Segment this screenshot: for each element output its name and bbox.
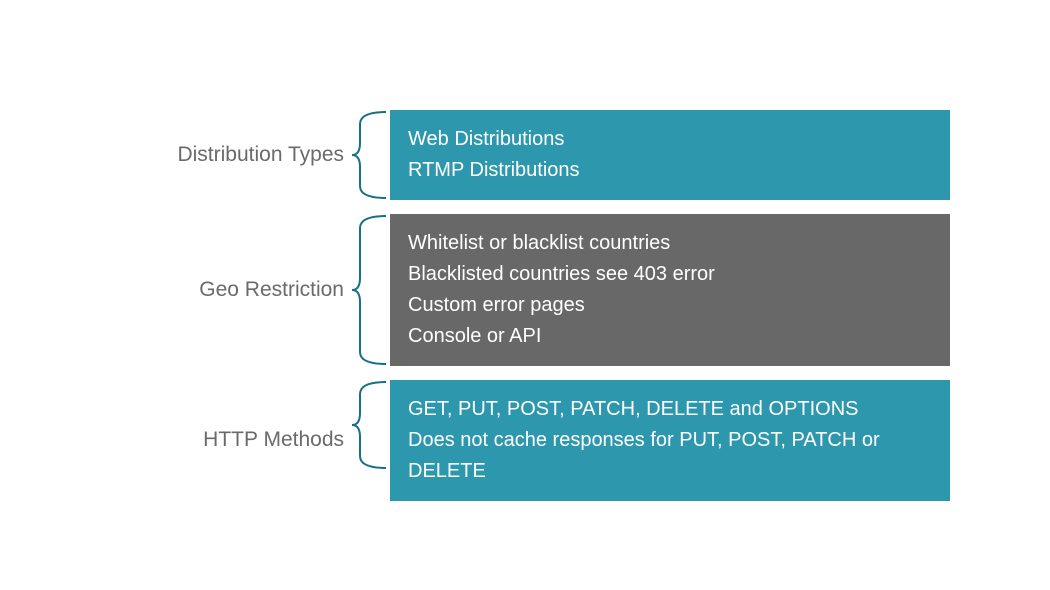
brace-icon: [350, 110, 390, 200]
section-item: Web Distributions: [408, 124, 932, 155]
section-label: Distribution Types: [177, 142, 344, 168]
section-label: Geo Restriction: [199, 277, 344, 303]
diagram-section: HTTP Methods GET, PUT, POST, PATCH, DELET…: [110, 380, 950, 501]
section-content: Web DistributionsRTMP Distributions: [390, 110, 950, 200]
section-label-col: Geo Restriction: [110, 214, 350, 366]
brace-icon: [350, 214, 390, 366]
section-item: GET, PUT, POST, PATCH, DELETE and OPTION…: [408, 394, 932, 425]
section-label: HTTP Methods: [203, 427, 344, 453]
section-item: Console or API: [408, 321, 932, 352]
section-label-col: HTTP Methods: [110, 380, 350, 501]
diagram-section: Geo Restriction Whitelist or blacklist co…: [110, 214, 950, 366]
brace-icon: [350, 380, 390, 470]
section-item: Whitelist or blacklist countries: [408, 228, 932, 259]
section-content: Whitelist or blacklist countriesBlacklis…: [390, 214, 950, 366]
section-label-col: Distribution Types: [110, 110, 350, 200]
section-item: Custom error pages: [408, 290, 932, 321]
brace-diagram: Distribution Types Web DistributionsRTMP …: [110, 110, 950, 515]
section-item: Does not cache responses for PUT, POST, …: [408, 425, 932, 487]
section-item: Blacklisted countries see 403 error: [408, 259, 932, 290]
section-content: GET, PUT, POST, PATCH, DELETE and OPTION…: [390, 380, 950, 501]
section-item: RTMP Distributions: [408, 155, 932, 186]
diagram-section: Distribution Types Web DistributionsRTMP …: [110, 110, 950, 200]
